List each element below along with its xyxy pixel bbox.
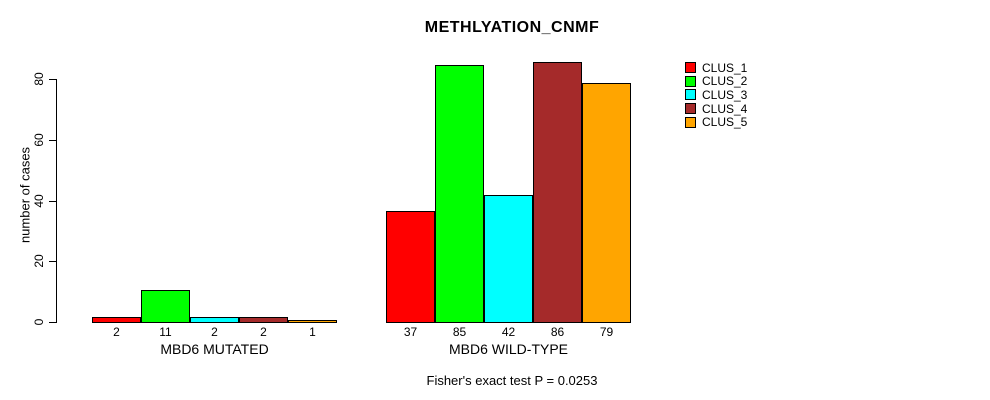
legend-swatch-clus_1	[685, 62, 696, 74]
x-group-label: MBD6 MUTATED	[160, 341, 269, 357]
bar-clus_3-1	[190, 317, 239, 323]
stat-annotation: Fisher's exact test P = 0.0253	[426, 373, 598, 388]
chart-title: METHLYATION_CNMF	[424, 19, 600, 36]
bar-value-label: 79	[599, 325, 614, 339]
bar-value-label: 42	[501, 325, 516, 339]
bar-clus_2-1	[141, 290, 190, 323]
legend-swatch-clus_3	[685, 89, 696, 101]
y-axis-tick	[49, 261, 57, 263]
bar-clus_5-2	[582, 83, 631, 323]
bar-value-label: 2	[211, 325, 218, 339]
legend-item: CLUS_3	[685, 88, 747, 102]
legend-swatch-clus_4	[685, 103, 696, 115]
y-axis-label: number of cases	[17, 146, 33, 244]
bar-value-label: 11	[159, 325, 172, 339]
bar-clus_5-1	[288, 320, 337, 323]
bar-value-label: 85	[452, 325, 467, 339]
bar-clus_3-2	[484, 195, 533, 323]
y-axis-tick	[49, 200, 57, 202]
bar-value-label: 2	[113, 325, 120, 339]
y-axis-tick-label: 60	[32, 133, 46, 147]
x-group-label: MBD6 WILD-TYPE	[448, 341, 569, 357]
y-axis-tick-label: 40	[32, 193, 46, 208]
legend-swatch-clus_5	[685, 116, 696, 128]
bar-value-label: 1	[309, 325, 316, 339]
bar-value-label: 86	[550, 325, 565, 339]
bar-clus_4-2	[533, 62, 582, 323]
legend-label: CLUS_1	[702, 60, 748, 75]
y-axis-tick	[49, 79, 57, 80]
y-axis-tick-label: 0	[32, 318, 46, 326]
bar-value-label: 37	[403, 325, 418, 339]
legend-item: CLUS_2	[685, 75, 747, 89]
legend-item: CLUS_5	[685, 115, 747, 129]
bar-clus_1-1	[92, 317, 141, 323]
legend-label: CLUS_4	[702, 101, 748, 116]
y-axis-tick	[49, 322, 57, 323]
legend-label: CLUS_3	[702, 87, 748, 102]
bar-clus_2-2	[435, 65, 484, 323]
y-axis-tick	[49, 139, 57, 141]
bar-clus_4-1	[239, 317, 288, 323]
legend-swatch-clus_2	[685, 75, 696, 87]
legend-item: CLUS_1	[685, 61, 747, 75]
legend-item: CLUS_4	[685, 102, 747, 116]
y-axis-tick-label: 20	[32, 254, 46, 268]
bar-value-label: 2	[260, 325, 267, 339]
bar-clus_1-2	[386, 211, 435, 323]
legend: CLUS_1 CLUS_2 CLUS_3 CLUS_4 CLUS_5	[685, 61, 747, 129]
legend-label: CLUS_5	[702, 115, 748, 130]
y-axis-tick-label: 80	[32, 72, 46, 86]
legend-label: CLUS_2	[702, 74, 748, 89]
